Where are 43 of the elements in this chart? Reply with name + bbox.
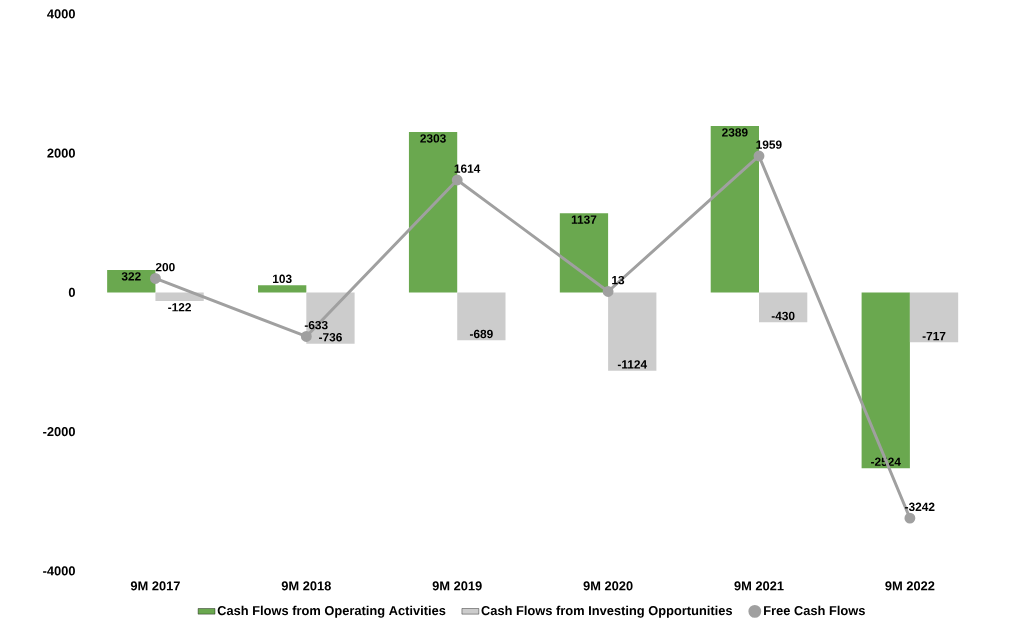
data-label: -633 xyxy=(304,320,328,330)
y-tick-label: 4000 xyxy=(47,9,75,19)
x-tick-label: 9M 2020 xyxy=(583,581,633,591)
data-label: -430 xyxy=(771,311,795,321)
legend-label: Free Cash Flows xyxy=(764,605,865,616)
bar xyxy=(457,292,506,341)
bar xyxy=(909,292,959,343)
x-tick-label: 9M 2019 xyxy=(432,581,482,591)
data-label: 322 xyxy=(121,272,141,281)
point xyxy=(753,150,765,162)
data-label: -736 xyxy=(319,332,342,342)
bar xyxy=(155,292,204,301)
data-label: -3242 xyxy=(905,502,935,511)
bar xyxy=(559,213,609,293)
bar xyxy=(759,292,808,323)
data-label: 2389 xyxy=(722,128,748,137)
x-tick-label: 9M 2022 xyxy=(885,581,935,591)
data-label: -717 xyxy=(922,331,946,341)
y-tick-label: 0 xyxy=(68,287,75,297)
data-label: 1137 xyxy=(571,215,597,224)
point xyxy=(300,330,312,342)
data-label: -1124 xyxy=(617,360,648,369)
bar xyxy=(608,292,657,371)
data-label: 13 xyxy=(612,275,625,285)
data-label: 200 xyxy=(155,262,175,272)
y-tick-label: 2000 xyxy=(47,148,75,158)
y-tick-label: -4000 xyxy=(43,566,75,576)
data-label: 2303 xyxy=(420,134,446,143)
x-tick-label: 9M 2021 xyxy=(734,581,784,591)
x-tick-label: 9M 2017 xyxy=(130,581,180,591)
data-label: 103 xyxy=(273,274,292,283)
point xyxy=(149,272,161,284)
point xyxy=(451,174,463,186)
data-label: -689 xyxy=(469,329,493,339)
x-tick-label: 9M 2018 xyxy=(281,581,331,591)
legend-label: Cash Flows from Investing Opportunities xyxy=(481,605,733,618)
data-label: -122 xyxy=(168,302,191,312)
bar xyxy=(861,292,910,469)
point xyxy=(904,512,916,524)
point xyxy=(602,285,614,297)
legend-label: Cash Flows from Operating Activities xyxy=(217,605,446,618)
bar xyxy=(258,285,307,293)
y-tick-label: -2000 xyxy=(43,426,75,437)
